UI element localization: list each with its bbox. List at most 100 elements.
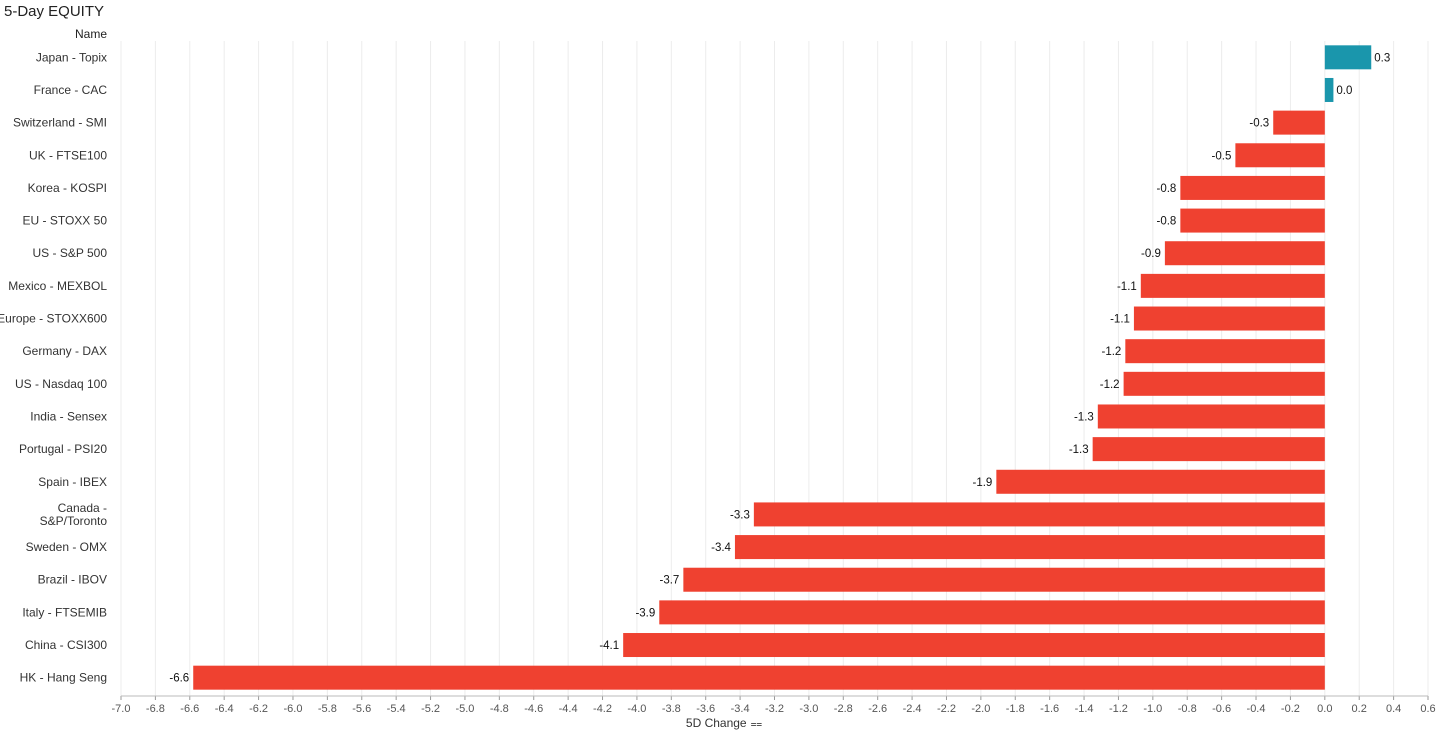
x-tick-label: -4.2 [593, 703, 612, 715]
x-tick-label: -1.2 [1109, 703, 1128, 715]
x-axis-title[interactable]: 5D Change ⩵ [664, 716, 784, 730]
chart-title: 5-Day EQUITY [4, 3, 105, 20]
x-tick-label: -5.4 [387, 703, 406, 715]
bar[interactable] [1140, 273, 1325, 298]
x-tick-label: -0.2 [1281, 703, 1300, 715]
x-axis: -7.0 -6.8 -6.6 -6.4 -6.2 -6.0 -5.8 -5.6 -5.4 -5.2… [112, 695, 1436, 715]
bar[interactable] [1235, 143, 1325, 168]
bar[interactable] [1092, 437, 1325, 462]
data-label: -1.2 [1100, 379, 1120, 391]
x-tick-label: 0.4 [1386, 703, 1401, 715]
category-label[interactable]: EU - STOXX 50 [23, 214, 108, 228]
category-label[interactable]: Korea - KOSPI [28, 181, 107, 195]
x-tick-label: -5.0 [455, 703, 474, 715]
category-labels: Japan - Topix France - CAC Switzerland - S… [0, 50, 107, 684]
data-label: -1.3 [1069, 444, 1089, 456]
x-tick-label: -5.6 [352, 703, 371, 715]
category-label[interactable]: UK - FTSE100 [29, 148, 107, 162]
data-label: -0.3 [1249, 118, 1269, 130]
x-tick-label: -3.4 [731, 703, 750, 715]
bar[interactable] [734, 535, 1325, 560]
category-label[interactable]: Europe - STOXX600 [0, 312, 107, 326]
bars [193, 45, 1372, 690]
bar[interactable] [1324, 45, 1372, 70]
data-label: -0.5 [1212, 150, 1232, 162]
sort-descending-icon[interactable]: ⩵ [750, 719, 763, 730]
x-tick-label: -2.4 [903, 703, 922, 715]
bar[interactable] [623, 633, 1325, 658]
category-label[interactable]: Canada -S&P/Toronto [40, 501, 108, 528]
bar[interactable] [1123, 371, 1325, 396]
data-label: -1.2 [1101, 346, 1121, 358]
x-tick-label: -3.6 [696, 703, 715, 715]
x-tick-label: -4.6 [524, 703, 543, 715]
x-tick-label: -1.4 [1075, 703, 1094, 715]
bar[interactable] [1125, 339, 1325, 364]
data-label: -6.6 [169, 673, 189, 685]
category-label[interactable]: Brazil - IBOV [38, 573, 107, 587]
x-tick-label: -6.0 [283, 703, 302, 715]
bar[interactable] [1324, 77, 1334, 102]
x-tick-label: -4.4 [559, 703, 578, 715]
category-label-line: S&P/Toronto [40, 514, 108, 528]
x-tick-label: -6.6 [180, 703, 199, 715]
x-tick-label: -6.2 [249, 703, 268, 715]
x-tick-label: -3.8 [662, 703, 681, 715]
x-tick-label: -2.8 [834, 703, 853, 715]
x-tick-label: -5.8 [318, 703, 337, 715]
x-tick-label: 0.0 [1317, 703, 1332, 715]
category-label[interactable]: HK - Hang Seng [20, 671, 107, 685]
x-tick-label: -6.4 [215, 703, 234, 715]
x-axis-title-text: 5D Change [685, 716, 747, 730]
name-column-header[interactable]: Name [74, 27, 107, 41]
bar[interactable] [996, 469, 1325, 494]
bar[interactable] [683, 567, 1325, 592]
category-label[interactable]: Mexico - MEXBOL [8, 279, 107, 293]
data-labels: 0.3 0.0 -0.3 -0.5 -0.8 -0.8 -0.9 -1.1 -1.1 -1.2 -1… [169, 52, 1390, 684]
category-label[interactable]: France - CAC [34, 83, 108, 97]
x-tick-label: -2.2 [937, 703, 956, 715]
gridlines [120, 41, 1429, 696]
data-label: -3.4 [711, 542, 731, 554]
bar[interactable] [1164, 241, 1325, 266]
category-label[interactable]: India - Sensex [30, 409, 107, 423]
data-label: -1.3 [1074, 411, 1094, 423]
category-label[interactable]: Germany - DAX [22, 344, 107, 358]
x-tick-label: -7.0 [112, 703, 131, 715]
x-tick-label: 0.6 [1420, 703, 1435, 715]
bar[interactable] [1133, 306, 1325, 331]
data-label: -0.9 [1141, 248, 1161, 260]
bar[interactable] [193, 665, 1325, 690]
category-label[interactable]: China - CSI300 [25, 638, 107, 652]
x-tick-label: -2.6 [868, 703, 887, 715]
bar[interactable] [1097, 404, 1325, 429]
x-tick-label: -0.4 [1247, 703, 1266, 715]
category-label[interactable]: Japan - Topix [36, 50, 107, 64]
x-tick-label: -3.0 [799, 703, 818, 715]
category-label[interactable]: US - Nasdaq 100 [15, 377, 107, 391]
data-label: -0.8 [1157, 216, 1177, 228]
data-label: -3.9 [635, 607, 655, 619]
bar[interactable] [1180, 208, 1325, 233]
category-label[interactable]: Switzerland - SMI [13, 116, 107, 130]
bar[interactable] [1180, 175, 1325, 200]
data-label: -1.9 [973, 477, 993, 489]
bar[interactable] [753, 502, 1325, 527]
data-label: -1.1 [1117, 281, 1137, 293]
x-tick-label: -1.0 [1143, 703, 1162, 715]
category-label[interactable]: Italy - FTSEMIB [22, 605, 107, 619]
category-label[interactable]: US - S&P 500 [33, 246, 108, 260]
x-tick-label: -3.2 [765, 703, 784, 715]
data-label: 0.3 [1374, 52, 1390, 64]
bar[interactable] [659, 600, 1325, 625]
x-tick-label: -5.2 [421, 703, 440, 715]
category-label[interactable]: Portugal - PSI20 [19, 442, 107, 456]
category-label[interactable]: Sweden - OMX [26, 540, 107, 554]
category-label[interactable]: Spain - IBEX [38, 475, 107, 489]
x-tick-label: -2.0 [971, 703, 990, 715]
data-label: -1.1 [1110, 314, 1130, 326]
x-tick-label: -4.8 [490, 703, 509, 715]
x-tick-label: -0.8 [1178, 703, 1197, 715]
bar[interactable] [1273, 110, 1325, 135]
x-tick-label: -1.6 [1040, 703, 1059, 715]
